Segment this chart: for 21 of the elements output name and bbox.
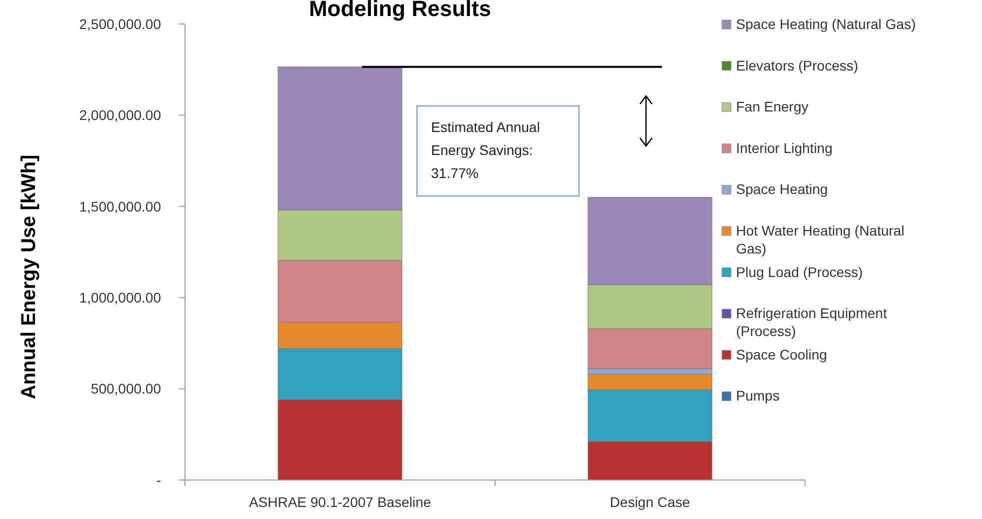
- y-tick-label: 2,000,000.00: [79, 107, 162, 124]
- legend-label: Hot Water Heating (Natural Gas): [736, 222, 904, 256]
- y-axis-title: Annual Energy Use [kWh]: [18, 154, 40, 400]
- legend-label: Space Cooling: [736, 346, 828, 362]
- y-tick-label: -: [156, 472, 162, 488]
- legend-label: Plug Load (Process): [736, 264, 863, 280]
- legend-label: Elevators (Process): [736, 57, 858, 74]
- y-tick-label: 1,000,000.00: [79, 290, 162, 306]
- legend-label: Space Heating (Natural Gas): [736, 16, 916, 32]
- legend-label: Fan Energy: [736, 98, 808, 115]
- y-tick-label: 500,000.00: [90, 380, 162, 397]
- legend-label: Space Heating: [736, 181, 828, 198]
- legend-label: Interior Lighting: [736, 140, 833, 156]
- chart-title: Modeling Results: [308, 0, 492, 21]
- legend-label: Refrigeration Equipment (Process): [736, 305, 888, 340]
- x-tick-label: Design Case: [610, 494, 690, 510]
- y-tick-label: 1,500,000.00: [79, 198, 162, 214]
- legend-label: Pumps: [736, 388, 780, 404]
- annotation: Estimated Annual Energy Savings: 31.77%: [431, 119, 540, 181]
- y-tick-label: 2,500,000.00: [79, 16, 162, 32]
- x-tick-label: ASHRAE 90.1-2007 Baseline: [248, 494, 432, 510]
